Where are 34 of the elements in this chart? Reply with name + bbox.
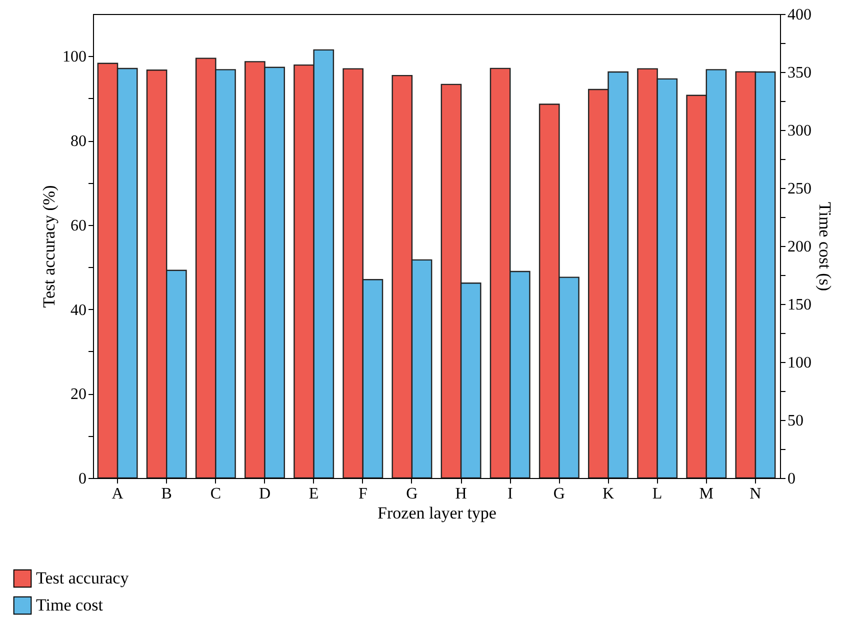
x-tick-label: G — [406, 486, 418, 502]
y-tick-label: 20 — [70, 386, 86, 404]
y-axis-title: Test accuracy (%) — [40, 185, 58, 308]
x-tick-label: N — [750, 486, 762, 502]
y-tick-label: 100 — [62, 48, 86, 66]
y2-tick-label: 350 — [788, 64, 812, 82]
legend-label: Test accuracy — [36, 568, 130, 588]
x-tick-label: A — [112, 486, 124, 502]
x-tick-label: E — [308, 486, 319, 502]
y-tick-label: 40 — [70, 302, 86, 319]
y2-tick-label: 150 — [788, 296, 812, 314]
x-tick-label: I — [507, 486, 513, 502]
x-tick-label: G — [553, 486, 566, 502]
x-tick-label: D — [258, 486, 271, 502]
y-tick-label: 60 — [70, 217, 86, 234]
x-tick-label: L — [652, 486, 662, 502]
y2-tick-label: 50 — [788, 412, 804, 430]
x-tick-label: H — [455, 486, 468, 502]
y2-tick-label: 300 — [788, 122, 812, 140]
legend-label: Time cost — [36, 596, 104, 614]
x-tick-label: B — [161, 486, 172, 502]
x-tick-label: M — [699, 486, 714, 502]
y-tick-label: 0 — [78, 470, 86, 488]
x-tick-label: C — [210, 486, 222, 502]
y2-tick-label: 250 — [788, 180, 812, 198]
x-tick-label: K — [602, 486, 614, 502]
y2-tick-label: 0 — [788, 470, 796, 488]
y2-tick-label: 200 — [788, 238, 812, 256]
y2-tick-label: 400 — [788, 6, 812, 24]
y-tick-label: 80 — [70, 133, 86, 150]
y2-axis-title: Time cost (s) — [816, 202, 834, 292]
x-tick-label: F — [358, 486, 368, 502]
x-axis-title: Frozen layer type — [378, 504, 496, 522]
y2-tick-label: 100 — [788, 354, 812, 372]
